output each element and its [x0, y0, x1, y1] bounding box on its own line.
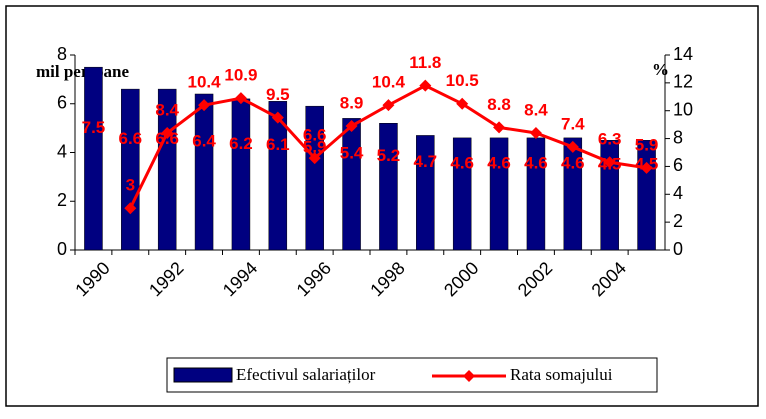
legend-swatch: [173, 367, 233, 383]
marker: [566, 140, 579, 153]
marker: [345, 120, 358, 133]
y2-tick-label: 4: [673, 183, 683, 203]
data-label: 4.6: [450, 153, 474, 172]
data-label: 4.7: [413, 152, 437, 171]
bar: [452, 137, 472, 251]
marker: [493, 121, 506, 134]
data-label: 4.6: [487, 153, 511, 172]
marker: [419, 79, 432, 92]
y2-tick-label: 2: [673, 211, 683, 231]
data-label: 8.4: [155, 100, 179, 119]
y2-tick-label: 10: [673, 99, 693, 119]
data-label: 7.5: [82, 118, 106, 137]
marker: [640, 161, 653, 174]
marker: [271, 111, 284, 124]
y-tick-label: 0: [57, 239, 67, 259]
data-label: 8.8: [487, 95, 511, 114]
y2-tick-label: 14: [673, 44, 693, 64]
bar: [416, 135, 435, 251]
legend-marker: [463, 370, 475, 382]
data-label: 4.6: [561, 153, 585, 172]
data-label: 6.6: [155, 129, 179, 148]
marker: [124, 202, 137, 215]
marker: [456, 97, 469, 110]
data-label: 5.9: [303, 138, 327, 157]
marker: [161, 127, 174, 139]
data-label: 5.4: [340, 144, 364, 163]
y2-tick-label: 6: [673, 155, 683, 175]
data-label: 6.2: [229, 134, 253, 153]
data-label: 6.4: [192, 131, 216, 150]
data-label: 6.3: [598, 130, 622, 149]
legend-label: Rata somajului: [510, 365, 613, 384]
marker: [382, 99, 395, 112]
bar: [489, 137, 509, 251]
y2-tick-label: 12: [673, 72, 693, 92]
data-label: 10.5: [446, 71, 479, 90]
data-label: 10.9: [224, 66, 257, 85]
marker: [308, 152, 321, 165]
data-label: 6.1: [266, 135, 290, 154]
bar: [84, 66, 103, 251]
bar: [121, 88, 140, 251]
data-label: 8.4: [524, 100, 548, 119]
bar: [342, 118, 361, 251]
y-tick-label: 4: [57, 141, 67, 161]
data-label: 6.6: [303, 126, 327, 145]
legend-box: [166, 357, 658, 393]
bar: [231, 98, 251, 251]
marker: [603, 156, 616, 169]
bar: [194, 93, 214, 251]
y2-tick-label: 0: [673, 239, 683, 259]
y-tick-label: 8: [57, 44, 67, 64]
data-label: 4.5: [598, 155, 622, 174]
data-label: 4.5: [635, 155, 659, 174]
data-label: 7.4: [561, 114, 585, 133]
data-label: 9.5: [266, 85, 290, 104]
bar: [600, 140, 619, 251]
data-label: 3: [126, 176, 135, 195]
bar: [268, 101, 288, 251]
bar: [305, 105, 324, 251]
marker: [198, 99, 211, 112]
y2-tick-label: 8: [673, 127, 683, 147]
bar: [379, 123, 398, 251]
data-label: 10.4: [372, 73, 406, 92]
data-label: 11.8: [409, 53, 441, 72]
data-label: 8.9: [340, 94, 364, 113]
marker: [234, 92, 247, 105]
data-label: 4.6: [524, 153, 548, 172]
y-tick-label: 6: [57, 93, 67, 113]
data-label: 5.9: [635, 135, 659, 154]
data-label: 5.2: [377, 146, 401, 165]
y2-axis-label: %: [652, 60, 669, 79]
marker: [529, 127, 542, 139]
y-axis-label: mil persoane: [36, 62, 129, 81]
data-label: 6.6: [118, 129, 142, 148]
y-tick-label: 2: [57, 190, 67, 210]
bar: [563, 137, 583, 251]
data-label: 10.4: [188, 73, 222, 92]
legend-label: Efectivul salariaților: [236, 365, 376, 384]
